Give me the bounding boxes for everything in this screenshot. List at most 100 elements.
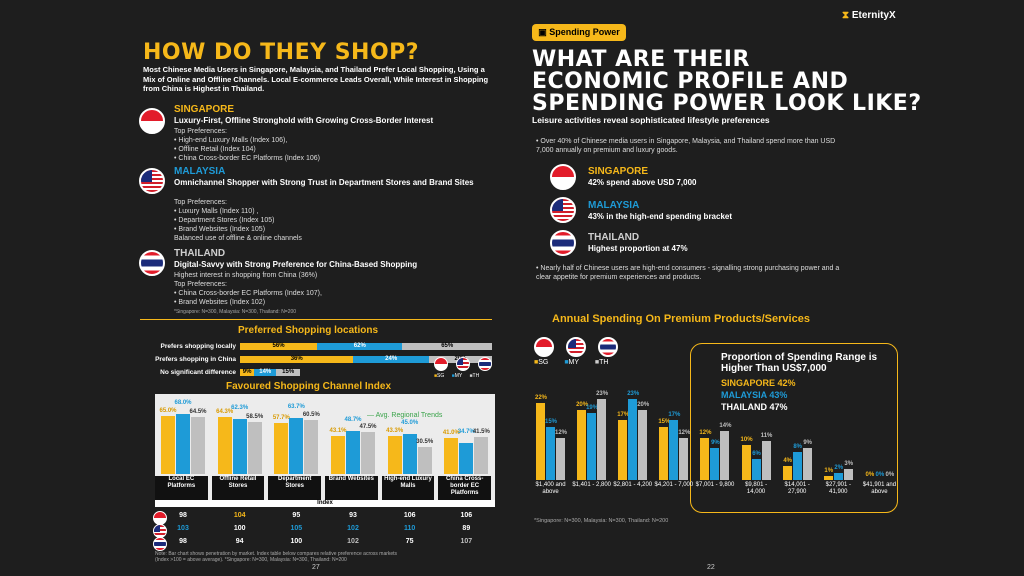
channel-bar: [402, 434, 417, 474]
th-index-flag-icon: [153, 537, 167, 551]
channel-bar: [191, 416, 205, 474]
location-segment: 65%: [402, 343, 492, 350]
channel-bar-label: 62.3%: [231, 404, 249, 411]
sg-headline: Luxury-First, Offline Stronghold with Gr…: [174, 116, 434, 125]
right-sg-name: SINGAPORE: [588, 166, 649, 177]
th-headline: Digital-Savvy with Strong Preference for…: [174, 260, 418, 269]
location-segment: 9%: [240, 369, 255, 376]
index-header: Index: [155, 500, 495, 507]
page-number: 27: [312, 564, 320, 571]
spending-bar: [618, 420, 628, 480]
channel-category-label: Local EC Platforms: [155, 476, 208, 500]
location-segment: 36%: [240, 356, 354, 363]
spending-category-label: $27,901 - 41,900: [825, 482, 851, 495]
spending-bar: [597, 399, 607, 480]
spending-bar-label: 1%: [824, 468, 834, 475]
channel-bar: [459, 443, 474, 474]
channel-bar: [346, 430, 360, 474]
spending-bar: [792, 451, 802, 480]
index-value: 106: [403, 512, 416, 519]
spending-bar: [669, 420, 679, 480]
spending-bar-label: 6%: [752, 450, 761, 457]
sg-legend-flag-icon: [434, 357, 448, 371]
channel-categories: Local EC Platforms Offline Retail Stores D…: [155, 474, 495, 500]
my-flag-icon: [550, 197, 576, 223]
channel-bar: [247, 422, 262, 474]
spending-bar-label: 8%: [793, 443, 802, 450]
spending-bar: [823, 476, 833, 480]
channel-bar: [361, 431, 375, 474]
proportion-sg: SINGAPORE 42%: [721, 378, 796, 388]
location-segment: 15%: [276, 369, 300, 376]
my-prefs: Top Preferences: • Luxury Malls (Index 1…: [174, 199, 302, 242]
location-segment: 62%: [317, 343, 403, 350]
spending-bar: [802, 448, 812, 480]
channel-bar-label: 47.5%: [359, 423, 377, 430]
sg-country: SINGAPORE: [174, 104, 235, 115]
channel-bar-label: 43.1%: [329, 427, 347, 434]
channel-bar-label: 63.7%: [287, 403, 305, 410]
right-page-number: 22: [707, 564, 715, 571]
sample-note: *Singapore: N=300, Malaysia: N=300, Thai…: [174, 309, 297, 315]
sg-flag-icon: [550, 164, 576, 190]
index-value: 100: [290, 538, 303, 545]
spending-category-label: $41,901 and above: [862, 482, 897, 495]
spending-category-label: $2,801 - 4,200: [613, 482, 653, 488]
spending-bar-label: 12%: [678, 429, 691, 436]
spending-footnote: *Singapore: N=300, Malaysia: N=300, Thai…: [534, 518, 669, 524]
index-value: 105: [290, 525, 303, 532]
spending-bar-label: 15%: [658, 419, 671, 426]
spending-bar: [679, 437, 689, 480]
section-tag: ▣ Spending Power: [532, 24, 626, 41]
channel-category-label: Offline Retail Stores: [211, 476, 265, 500]
page-title: HOW DO THEY SHOP?: [143, 40, 420, 65]
location-segment: 24%: [353, 356, 429, 363]
spending-category-label: $4,201 - 7,000: [654, 482, 694, 488]
spending-bar: [587, 413, 597, 480]
index-value: 104: [233, 512, 246, 519]
channel-bar-label: 58.5%: [246, 414, 264, 421]
spending-bar-label: 0%: [885, 472, 895, 478]
spending-bar-label: 14%: [719, 422, 732, 429]
left-page: HOW DO THEY SHOP? Most Chinese Media Use…: [0, 0, 512, 576]
index-value: 93: [349, 512, 357, 519]
right-th-text: Highest proportion at 47%: [588, 244, 688, 253]
channel-bar-label: 41.5%: [472, 429, 490, 436]
spending-bar-label: 17%: [617, 412, 630, 419]
channel-bar: [176, 413, 190, 474]
spending-category-label: $9,801 - 14,000: [745, 482, 768, 495]
spending-bar: [700, 437, 710, 480]
channel-bar: [331, 435, 345, 474]
index-value: 106: [460, 512, 473, 519]
spending-bar-label: 17%: [668, 412, 681, 419]
index-value: 102: [347, 525, 359, 532]
channel-bar-label: 60.5%: [302, 412, 320, 419]
channel-bar-label: 64.5%: [189, 408, 207, 415]
channel-bar-label: 68.0%: [174, 399, 192, 406]
th-chart-flag-icon: [598, 337, 618, 357]
channel-bar: [217, 417, 232, 474]
spending-bar: [577, 409, 587, 480]
spending-legend: ■SG ■MY ■TH: [534, 359, 609, 366]
location-segment: 14%: [254, 369, 277, 376]
index-value: 107: [460, 538, 473, 545]
channel-bar-label: 57.7%: [272, 414, 290, 421]
channel-category-label: Brand Websites: [325, 476, 378, 500]
bullet-1: • Over 40% of Chinese media users in Sin…: [536, 138, 836, 154]
index-value: 94: [235, 538, 244, 545]
thailand-flag-icon: [139, 250, 165, 276]
my-chart-flag-icon: [566, 337, 586, 357]
index-value: 110: [404, 525, 416, 532]
right-th-name: THAILAND: [588, 232, 640, 243]
locations-legend: ■SG ■MY ■TH: [434, 373, 480, 379]
divider: [140, 319, 492, 320]
proportion-box: Proportion of Spending Range is Higher T…: [690, 343, 898, 513]
channel-title: Favoured Shopping Channel Index: [226, 381, 392, 392]
th-prefs: Highest interest in shopping from China …: [174, 272, 322, 306]
channel-bar-label: 65.0%: [159, 408, 177, 415]
right-page: ⧗ EternityX ▣ Spending Power WHAT ARE TH…: [512, 0, 1024, 576]
right-title: WHAT ARE THEIR ECONOMIC PROFILE AND SPEN…: [532, 47, 922, 116]
spending-bar-label: 2%: [834, 464, 844, 471]
spending-bar-label: 12%: [554, 429, 567, 436]
spending-bar: [710, 448, 720, 480]
